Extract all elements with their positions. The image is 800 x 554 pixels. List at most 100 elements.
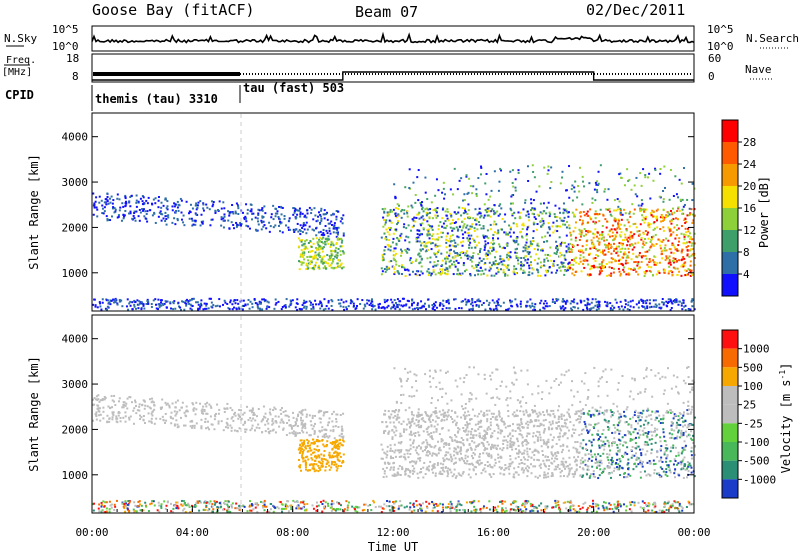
heatmap-cell	[214, 415, 217, 418]
heatmap-cell	[689, 212, 692, 215]
heatmap-cell	[398, 214, 401, 217]
heatmap-cell	[201, 410, 204, 413]
heatmap-cell	[370, 304, 373, 307]
heatmap-cell	[414, 194, 417, 197]
heatmap-cell	[122, 205, 125, 208]
heatmap-cell	[228, 308, 231, 311]
heatmap-cell	[104, 307, 107, 310]
heatmap-cell	[558, 236, 561, 239]
heatmap-cell	[615, 247, 618, 250]
heatmap-cell	[501, 217, 504, 220]
heatmap-cell	[607, 250, 610, 253]
heatmap-cell	[427, 274, 430, 277]
heatmap-cell	[583, 259, 586, 262]
heatmap-cell	[445, 224, 448, 227]
heatmap-cell	[648, 260, 651, 263]
heatmap-cell	[517, 243, 520, 246]
heatmap-cell	[249, 417, 252, 420]
heatmap-cell	[496, 510, 499, 513]
heatmap-cell	[497, 237, 500, 240]
heatmap-cell	[388, 267, 391, 270]
heatmap-cell	[161, 213, 164, 216]
heatmap-cell	[302, 431, 305, 434]
heatmap-cell	[478, 261, 481, 264]
heatmap-cell	[606, 301, 609, 304]
heatmap-cell	[570, 251, 573, 254]
heatmap-cell	[572, 508, 575, 511]
heatmap-cell	[497, 456, 500, 459]
heatmap-cell	[465, 303, 468, 306]
heatmap-cell	[491, 249, 494, 252]
heatmap-cell	[204, 403, 207, 406]
heatmap-cell	[239, 416, 242, 419]
heatmap-cell	[467, 239, 470, 242]
heatmap-cell	[588, 274, 591, 277]
heatmap-cell	[318, 246, 321, 249]
heatmap-cell	[340, 298, 343, 301]
heatmap-cell	[201, 222, 204, 225]
heatmap-cell	[294, 229, 297, 232]
heatmap-cell	[301, 409, 304, 412]
heatmap-cell	[592, 470, 595, 473]
heatmap-cell	[454, 221, 457, 224]
heatmap-cell	[619, 207, 622, 210]
heatmap-cell	[337, 248, 340, 251]
heatmap-cell	[339, 414, 342, 417]
heatmap-cell	[157, 199, 160, 202]
heatmap-cell	[570, 501, 573, 504]
heatmap-cell	[559, 510, 562, 513]
heatmap-cell	[571, 184, 574, 187]
heatmap-cell	[234, 507, 237, 510]
heatmap-cell	[238, 427, 241, 430]
heatmap-cell	[256, 229, 259, 232]
heatmap-cell	[625, 509, 628, 512]
heatmap-cell	[656, 208, 659, 211]
heatmap-cell	[661, 257, 664, 260]
heatmap-cell	[301, 426, 304, 429]
heatmap-cell	[165, 207, 168, 210]
heatmap-cell	[681, 212, 684, 215]
heatmap-cell	[139, 301, 142, 304]
heatmap-cell	[644, 272, 647, 275]
heatmap-cell	[210, 423, 213, 426]
heatmap-cell	[261, 215, 264, 218]
heatmap-cell	[321, 503, 324, 506]
heatmap-cell	[529, 510, 532, 513]
heatmap-cell	[604, 253, 607, 256]
heatmap-cell	[313, 431, 316, 434]
heatmap-cell	[310, 424, 313, 427]
heatmap-cell	[151, 400, 154, 403]
heatmap-cell	[261, 308, 264, 311]
heatmap-cell	[172, 308, 175, 311]
heatmap-cell	[454, 265, 457, 268]
heatmap-cell	[539, 249, 542, 252]
heatmap-cell	[277, 216, 280, 219]
heatmap-cell	[559, 182, 562, 185]
heatmap-cell	[594, 502, 597, 505]
heatmap-cell	[576, 244, 579, 247]
heatmap-cell	[380, 267, 383, 270]
heatmap-cell	[231, 502, 234, 505]
heatmap-cell	[667, 211, 670, 214]
heatmap-cell	[202, 209, 205, 212]
heatmap-cell	[157, 206, 160, 209]
heatmap-cell	[556, 269, 559, 272]
heatmap-cell	[230, 211, 233, 214]
heatmap-cell	[536, 268, 539, 271]
heatmap-cell	[336, 443, 339, 446]
heatmap-cell	[295, 507, 298, 510]
heatmap-cell	[686, 241, 689, 244]
heatmap-cell	[207, 420, 210, 423]
heatmap-cell	[594, 260, 597, 263]
heatmap-cell	[579, 230, 582, 233]
heatmap-cell	[689, 260, 692, 263]
heatmap-cell	[274, 298, 277, 301]
heatmap-cell	[370, 298, 373, 301]
heatmap-cell	[400, 264, 403, 267]
heatmap-cell	[327, 222, 330, 225]
heatmap-cell	[648, 269, 651, 272]
heatmap-cell	[578, 218, 581, 221]
heatmap-cell	[314, 214, 317, 217]
heatmap-cell	[482, 505, 485, 508]
heatmap-cell	[583, 234, 586, 237]
